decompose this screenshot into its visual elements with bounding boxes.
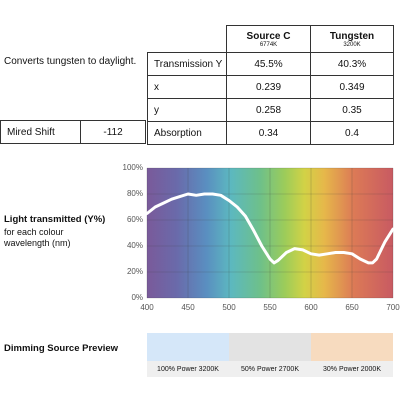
x-tick-label: 400 [140,303,154,312]
chart-caption-line: wavelength (nm) [4,238,71,248]
y-tick-label: 20% [127,267,143,276]
x-tick-label: 600 [304,303,318,312]
preview-swatch [147,333,229,361]
y-tick-label: 40% [127,241,143,250]
y-tick-label: 0% [131,293,143,302]
x-tick-label: 500 [222,303,236,312]
header-sub: 3200K [343,41,361,48]
preview-swatch [229,333,311,361]
row-label: Absorption [147,121,227,145]
chart: 0% 20% 40% 60% 80% 100% 400 450 500 550 600 650 700 [123,163,400,312]
mired-value: -112 [80,120,146,144]
x-tick-label: 700 [386,303,400,312]
chart-caption-line: for each colour [4,227,64,237]
header-cell: Tungsten 3200K [310,25,394,53]
preview-swatch [311,333,393,361]
preview-title: Dimming Source Preview [4,343,119,354]
value-cell: 0.258 [226,98,311,122]
value-cell: 0.34 [226,121,311,145]
preview-label: 100% Power 3200K [147,361,229,377]
spectrum [147,168,393,298]
y-tick-label: 80% [127,189,143,198]
x-tick-label: 450 [181,303,195,312]
header-sub: 6774K [259,41,278,48]
mired-label: Mired Shift [0,120,81,144]
value-cell: 0.4 [310,121,394,145]
y-tick-label: 60% [127,215,143,224]
y-tick-label: 100% [123,163,143,172]
description: Converts tungsten to daylight. [4,56,137,67]
preview-label: 50% Power 2700K [229,361,311,377]
value-cell: 45.5% [226,52,311,76]
header-cell: Source C 6774K [226,25,311,53]
row-label: y [147,98,227,122]
preview-label: 30% Power 2000K [311,361,393,377]
row-label: Transmission Y [147,52,227,76]
value-cell: 0.35 [310,98,394,122]
x-tick-label: 550 [263,303,277,312]
transmission-line [145,192,395,265]
x-tick-label: 650 [345,303,359,312]
header-name: Tungsten [329,30,375,42]
value-cell: 40.3% [310,52,394,76]
header-name: Source C [246,30,291,42]
value-cell: 0.239 [226,75,311,99]
row-label: x [147,75,227,99]
chart-caption-title: Light transmitted (Y%) [4,214,106,225]
value-cell: 0.349 [310,75,394,99]
